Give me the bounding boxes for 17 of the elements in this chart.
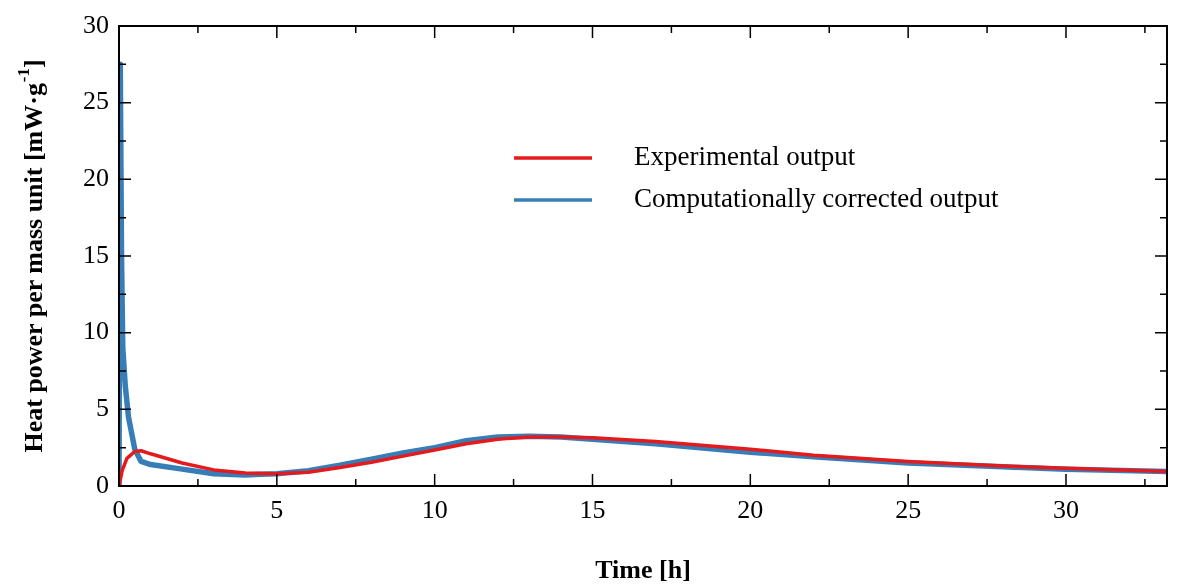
x-tick-label: 25 — [895, 495, 922, 525]
x-tick-label: 30 — [1052, 495, 1079, 525]
y-tick-label: 15 — [83, 239, 109, 269]
y-tick-label: 20 — [83, 163, 109, 193]
x-axis-title: Time [h] — [595, 554, 691, 584]
x-tick-label: 20 — [737, 495, 764, 525]
y-tick-label: 30 — [83, 9, 109, 39]
x-tick-label: 10 — [421, 495, 448, 525]
y-tick-label: 10 — [83, 316, 109, 346]
y-tick-label: 0 — [96, 469, 109, 499]
legend-label: Computationally corrected output — [634, 183, 999, 214]
y-tick-label: 25 — [83, 86, 109, 116]
legend-label: Experimental output — [634, 141, 856, 172]
x-tick-label: 5 — [270, 495, 284, 525]
x-tick-label: 15 — [579, 495, 606, 525]
y-axis-title: Heat power per mass unit [mW·g-1] — [13, 59, 48, 453]
y-tick-label: 5 — [96, 393, 109, 423]
